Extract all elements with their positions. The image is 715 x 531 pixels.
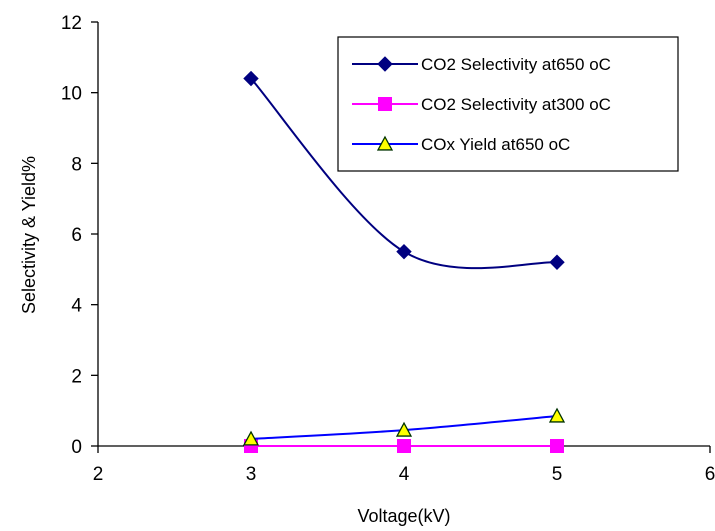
y-tick-label: 10: [61, 84, 82, 105]
data-point-3-2: [395, 421, 413, 437]
y-tick-label: 2: [71, 366, 82, 387]
data-point-2-3: [550, 439, 564, 453]
series-line-1: [250, 77, 558, 270]
data-point-1-1: [243, 70, 259, 87]
x-tick-label: 2: [93, 464, 104, 485]
data-point-legend-3: [376, 135, 394, 151]
legend-label: CO2 Selectivity at650 oC: [421, 55, 611, 74]
data-point-1-3: [549, 254, 565, 270]
x-tick-label: 5: [552, 464, 563, 485]
legend-label: CO2 Selectivity at300 oC: [421, 95, 611, 114]
data-point-3-1: [242, 430, 260, 446]
legend: CO2 Selectivity at650 oC CO2 Selectivity …: [337, 36, 679, 172]
data-point-legend-1: [377, 56, 393, 72]
x-tick-label: 4: [399, 464, 410, 485]
y-tick-label: 8: [71, 154, 82, 175]
y-tick-label: 6: [71, 225, 82, 246]
x-axis-title: Voltage(kV): [357, 506, 450, 526]
series-3: [242, 407, 566, 446]
data-point-legend-2: [378, 97, 392, 111]
y-tick-label: 4: [71, 296, 82, 317]
y-tick-label: 0: [71, 437, 82, 458]
series-layer: [242, 70, 566, 453]
data-point-1-2: [396, 243, 412, 260]
series-2: [244, 439, 564, 453]
series-1: [243, 70, 565, 270]
y-axis-title: Selectivity & Yield%: [19, 156, 39, 314]
legend-label: COx Yield at650 oC: [421, 135, 570, 154]
x-tick-label: 6: [705, 464, 715, 485]
data-point-3-3: [548, 407, 566, 423]
data-point-2-2: [397, 439, 411, 453]
y-tick-label: 12: [61, 13, 82, 34]
x-tick-label: 3: [246, 464, 257, 485]
